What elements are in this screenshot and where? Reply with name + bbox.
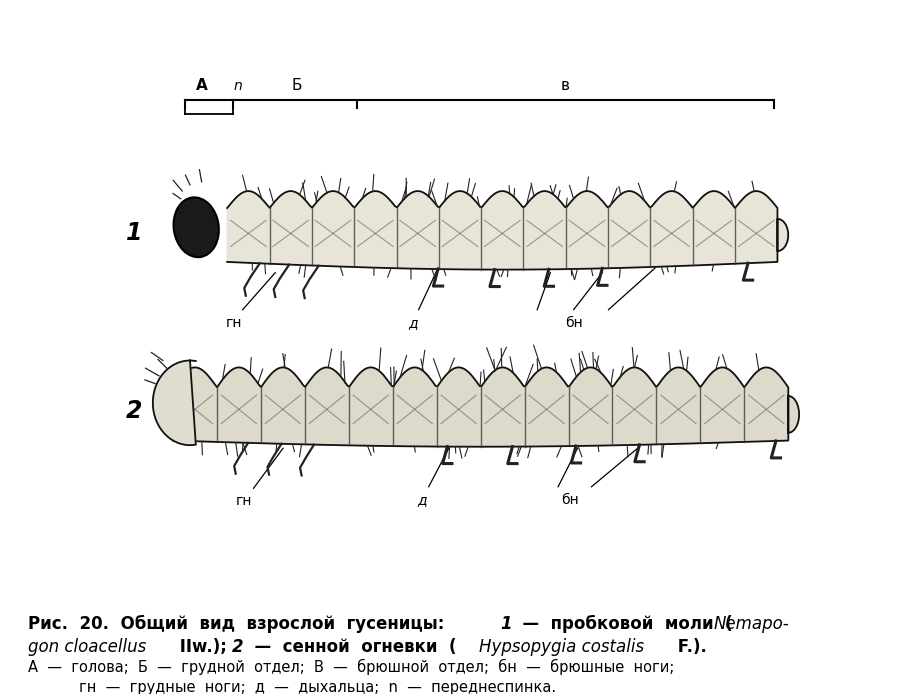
Text: Hypsopygia costalis: Hypsopygia costalis [479,638,644,656]
Text: гн  —  грудные  ноги;  д  —  дыхальца;  n  —  переднеспинка.: гн — грудные ноги; д — дыхальца; n — пер… [79,680,556,694]
Text: 2: 2 [232,638,244,656]
Text: д: д [418,493,428,507]
Text: F.).: F.). [672,638,707,656]
Ellipse shape [174,197,219,257]
Text: Рис.  20.  Общий  вид  взрослой  гусеницы:: Рис. 20. Общий вид взрослой гусеницы: [28,615,455,633]
Text: д: д [409,316,418,330]
Text: A  —  голова;  Б  —  грудной  отдел;  В  —  брюшной  отдел;  бн  —  брюшные  ног: A — голова; Б — грудной отдел; В — брюшн… [28,659,674,675]
Text: 2: 2 [126,398,142,423]
Text: IIw.);: IIw.); [174,638,239,656]
Polygon shape [173,367,799,447]
Text: бн: бн [565,316,582,330]
Text: А: А [196,78,208,93]
Text: гн: гн [236,494,253,509]
Polygon shape [153,360,196,445]
Text: Nemapo-: Nemapo- [714,615,789,633]
Text: 1: 1 [500,615,512,633]
Polygon shape [227,191,788,270]
Text: gon cloacellus: gon cloacellus [28,638,146,656]
Text: —  пробковой  моли  (: — пробковой моли ( [511,615,733,633]
Text: в: в [561,78,570,93]
Text: бн: бн [561,493,579,507]
Text: n: n [234,79,242,93]
Text: Б: Б [292,78,302,93]
Text: —  сенной  огневки  (: — сенной огневки ( [243,638,456,656]
Text: гн: гн [226,316,242,330]
Text: 1: 1 [126,221,142,246]
